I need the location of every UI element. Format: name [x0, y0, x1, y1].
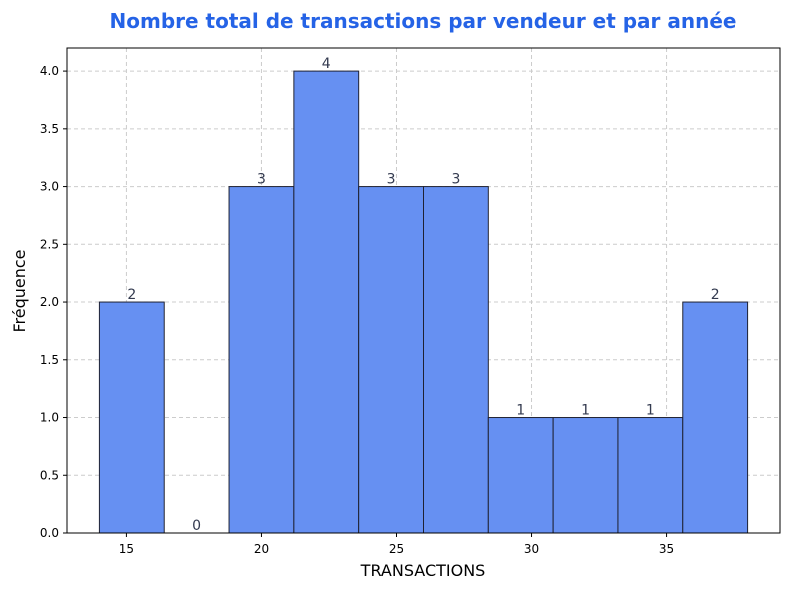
bar-count-label: 1	[646, 403, 655, 419]
x-axis-label: TRANSACTIONS	[360, 561, 486, 580]
histogram-bar	[487, 417, 554, 534]
y-tick-label: 1.0	[40, 411, 59, 425]
plot-frame	[66, 47, 781, 534]
histogram-bar	[552, 417, 619, 534]
bar-count-label: 2	[127, 287, 136, 303]
x-axis-ticks: 15 20 25 30 35	[119, 533, 674, 556]
x-tick-label: 15	[119, 542, 134, 556]
y-tick-label: 3.5	[40, 122, 59, 136]
histogram-bar	[98, 301, 165, 534]
histogram-bar	[682, 301, 749, 534]
y-axis-ticks: 0.0 0.5 1.0 1.5 2.0 2.5 3.0 3.5 4.0	[40, 64, 67, 540]
y-tick-label: 2.0	[40, 295, 59, 309]
x-tick-label: 20	[254, 542, 269, 556]
chart-title: Nombre total de transactions par vendeur…	[110, 9, 737, 33]
bar-count-label: 2	[711, 287, 720, 303]
histogram-bar	[423, 186, 489, 534]
histogram-bar	[617, 417, 684, 534]
bar-count-label: 3	[257, 172, 266, 188]
bar-count-label: 1	[581, 403, 590, 419]
y-tick-label: 0.0	[40, 526, 59, 540]
histogram-bar	[293, 70, 360, 534]
y-tick-label: 4.0	[40, 64, 59, 78]
x-tick-label: 30	[524, 542, 539, 556]
bar-count-label: 3	[451, 172, 460, 188]
bar-count-label: 0	[192, 518, 201, 534]
y-tick-label: 2.5	[40, 237, 59, 251]
x-tick-label: 35	[659, 542, 674, 556]
histogram-bar	[228, 186, 295, 534]
y-tick-label: 3.0	[40, 180, 59, 194]
y-axis-label: Fréquence	[10, 249, 29, 332]
bar-count-label: 1	[516, 403, 525, 419]
x-tick-label: 25	[389, 542, 404, 556]
bar-count-labels: 2 0 3 4 3 3 1 1 1 2	[127, 56, 719, 534]
histogram-bars	[98, 70, 749, 534]
bar-count-label: 4	[322, 56, 331, 72]
bar-count-label: 3	[387, 172, 396, 188]
histogram-bar	[358, 186, 425, 534]
y-tick-label: 0.5	[40, 468, 59, 482]
y-tick-label: 1.5	[40, 353, 59, 367]
grid-lines	[67, 48, 780, 534]
